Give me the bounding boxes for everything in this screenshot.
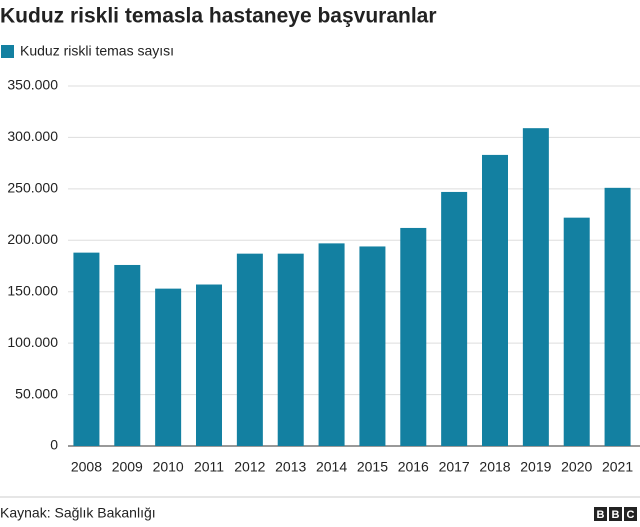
legend-swatch xyxy=(1,45,14,58)
x-tick-label: 2011 xyxy=(194,459,224,475)
x-tick-label: 2015 xyxy=(357,459,388,475)
logo-letter: C xyxy=(627,509,635,521)
x-tick-label: 2020 xyxy=(561,459,592,475)
x-tick-label: 2021 xyxy=(602,459,633,475)
logo-box xyxy=(609,507,622,521)
x-tick-label: 2008 xyxy=(71,459,102,475)
bar xyxy=(359,246,386,446)
y-tick-label: 150.000 xyxy=(7,282,58,298)
logo-letter: B xyxy=(597,509,605,521)
x-tick-label: 2012 xyxy=(234,459,265,475)
logo-box xyxy=(594,507,607,521)
bar xyxy=(563,217,590,446)
chart-title: Kuduz riskli temasla hastaneye başvuranl… xyxy=(0,5,437,28)
y-tick-label: 300.000 xyxy=(7,128,58,144)
x-tick-label: 2018 xyxy=(479,459,510,475)
bar xyxy=(196,284,222,446)
legend-label: Kuduz riskli temas sayısı xyxy=(20,43,174,59)
bar xyxy=(441,191,468,446)
y-tick-label: 50.000 xyxy=(15,385,58,401)
x-tick-label: 2009 xyxy=(112,459,143,475)
y-tick-label: 250.000 xyxy=(7,180,58,196)
x-tick-label: 2013 xyxy=(275,459,306,475)
x-tick-label: 2019 xyxy=(520,459,551,475)
y-tick-label: 350.000 xyxy=(7,77,58,93)
bar xyxy=(318,243,345,446)
y-tick-label: 200.000 xyxy=(7,231,58,247)
bar xyxy=(73,252,100,446)
bar xyxy=(482,154,508,446)
bar xyxy=(400,227,427,446)
bar xyxy=(277,253,304,446)
x-tick-label: 2017 xyxy=(439,459,470,475)
logo-letter: B xyxy=(612,509,620,521)
logo-box xyxy=(624,507,637,521)
y-tick-label: 0 xyxy=(50,437,58,453)
bar xyxy=(155,288,182,446)
bar xyxy=(236,253,263,446)
x-tick-label: 2014 xyxy=(316,459,347,475)
x-tick-label: 2016 xyxy=(398,459,429,475)
bar xyxy=(114,264,141,446)
y-tick-label: 100.000 xyxy=(7,334,58,350)
bar xyxy=(522,128,549,446)
source: Kaynak: Sağlık Bakanlığı xyxy=(0,505,156,521)
bar xyxy=(604,187,631,447)
x-tick-label: 2010 xyxy=(153,459,184,475)
